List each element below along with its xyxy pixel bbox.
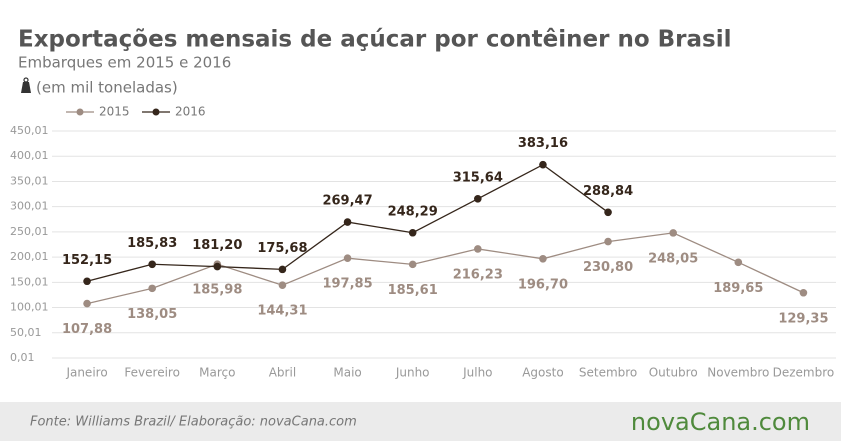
point <box>148 284 156 293</box>
point <box>734 258 743 267</box>
point <box>278 265 287 274</box>
data-label: 269,47 <box>322 194 372 209</box>
y-tick-label: 400,01 <box>10 149 49 162</box>
data-label: 248,05 <box>648 251 698 266</box>
point <box>474 245 482 253</box>
y-tick-label: 350,01 <box>10 174 49 187</box>
point <box>343 254 352 263</box>
chart-title: Exportações mensais de açúcar por contêi… <box>18 27 732 53</box>
data-label: 185,98 <box>192 283 242 298</box>
point <box>278 281 287 290</box>
data-label: 152,15 <box>62 253 112 268</box>
data-label: 288,84 <box>583 184 633 199</box>
point <box>669 229 677 237</box>
y-tick-label: 150,01 <box>10 275 49 288</box>
x-tick-label: Outubro <box>649 366 698 380</box>
data-label: 129,35 <box>778 311 828 326</box>
point <box>799 288 808 297</box>
y-tick-label: 300,01 <box>10 200 49 213</box>
x-tick-label: Maio <box>333 366 361 380</box>
data-label: 175,68 <box>257 241 307 256</box>
data-label: 196,70 <box>518 277 568 292</box>
x-tick-label: Junho <box>395 366 430 380</box>
data-label: 185,83 <box>127 236 177 251</box>
logo: novaCana.com <box>631 408 810 436</box>
y-tick-label: 50,01 <box>10 326 42 339</box>
legend-label: 2015 <box>99 105 130 119</box>
data-label: 216,23 <box>453 267 503 282</box>
data-label: 185,61 <box>388 283 438 298</box>
y-tick-label: 450,01 <box>10 124 49 137</box>
point <box>83 299 91 308</box>
footer-band <box>0 402 841 441</box>
x-tick-label: Março <box>199 366 235 380</box>
legend-marker <box>76 108 84 116</box>
point <box>539 160 547 169</box>
y-tick-label: 100,01 <box>10 301 49 314</box>
data-label: 248,29 <box>388 204 438 219</box>
x-tick-label: Setembro <box>579 366 637 380</box>
x-tick-label: Novembro <box>707 366 769 380</box>
data-label: 144,31 <box>257 304 307 319</box>
data-label: 138,05 <box>127 307 177 322</box>
point <box>408 260 417 269</box>
data-label: 181,20 <box>192 238 242 253</box>
data-label: 315,64 <box>453 170 503 185</box>
series-line <box>86 232 804 305</box>
x-tick-label: Dezembro <box>773 366 835 380</box>
x-tick-label: Fevereiro <box>124 366 180 380</box>
y-tick-label: 200,01 <box>10 250 49 263</box>
x-tick-label: Julho <box>462 366 492 380</box>
point <box>408 228 417 237</box>
legend-label: 2016 <box>175 105 206 119</box>
data-label: 230,80 <box>583 260 633 275</box>
y-tick-label: 250,01 <box>10 225 49 238</box>
point <box>148 260 156 269</box>
point <box>474 194 482 203</box>
unit-note: (em mil toneladas) <box>36 79 178 97</box>
point <box>604 208 612 217</box>
point <box>213 262 222 271</box>
weight-icon <box>21 77 31 93</box>
x-tick-label: Janeiro <box>65 366 107 380</box>
point <box>83 277 91 286</box>
x-tick-label: Agosto <box>522 366 563 380</box>
data-label: 189,65 <box>713 281 763 296</box>
point <box>343 218 352 226</box>
legend-marker <box>152 108 160 116</box>
data-label: 383,16 <box>518 136 568 151</box>
data-label: 197,85 <box>322 277 372 292</box>
x-tick-label: Abril <box>269 366 296 380</box>
point <box>604 237 612 246</box>
chart-subtitle: Embarques em 2015 e 2016 <box>18 54 231 72</box>
point <box>539 254 547 263</box>
source-note: Fonte: Williams Brazil/ Elaboração: nova… <box>30 415 357 430</box>
y-tick-label: 0,01 <box>10 351 35 364</box>
data-label: 107,88 <box>62 322 112 337</box>
